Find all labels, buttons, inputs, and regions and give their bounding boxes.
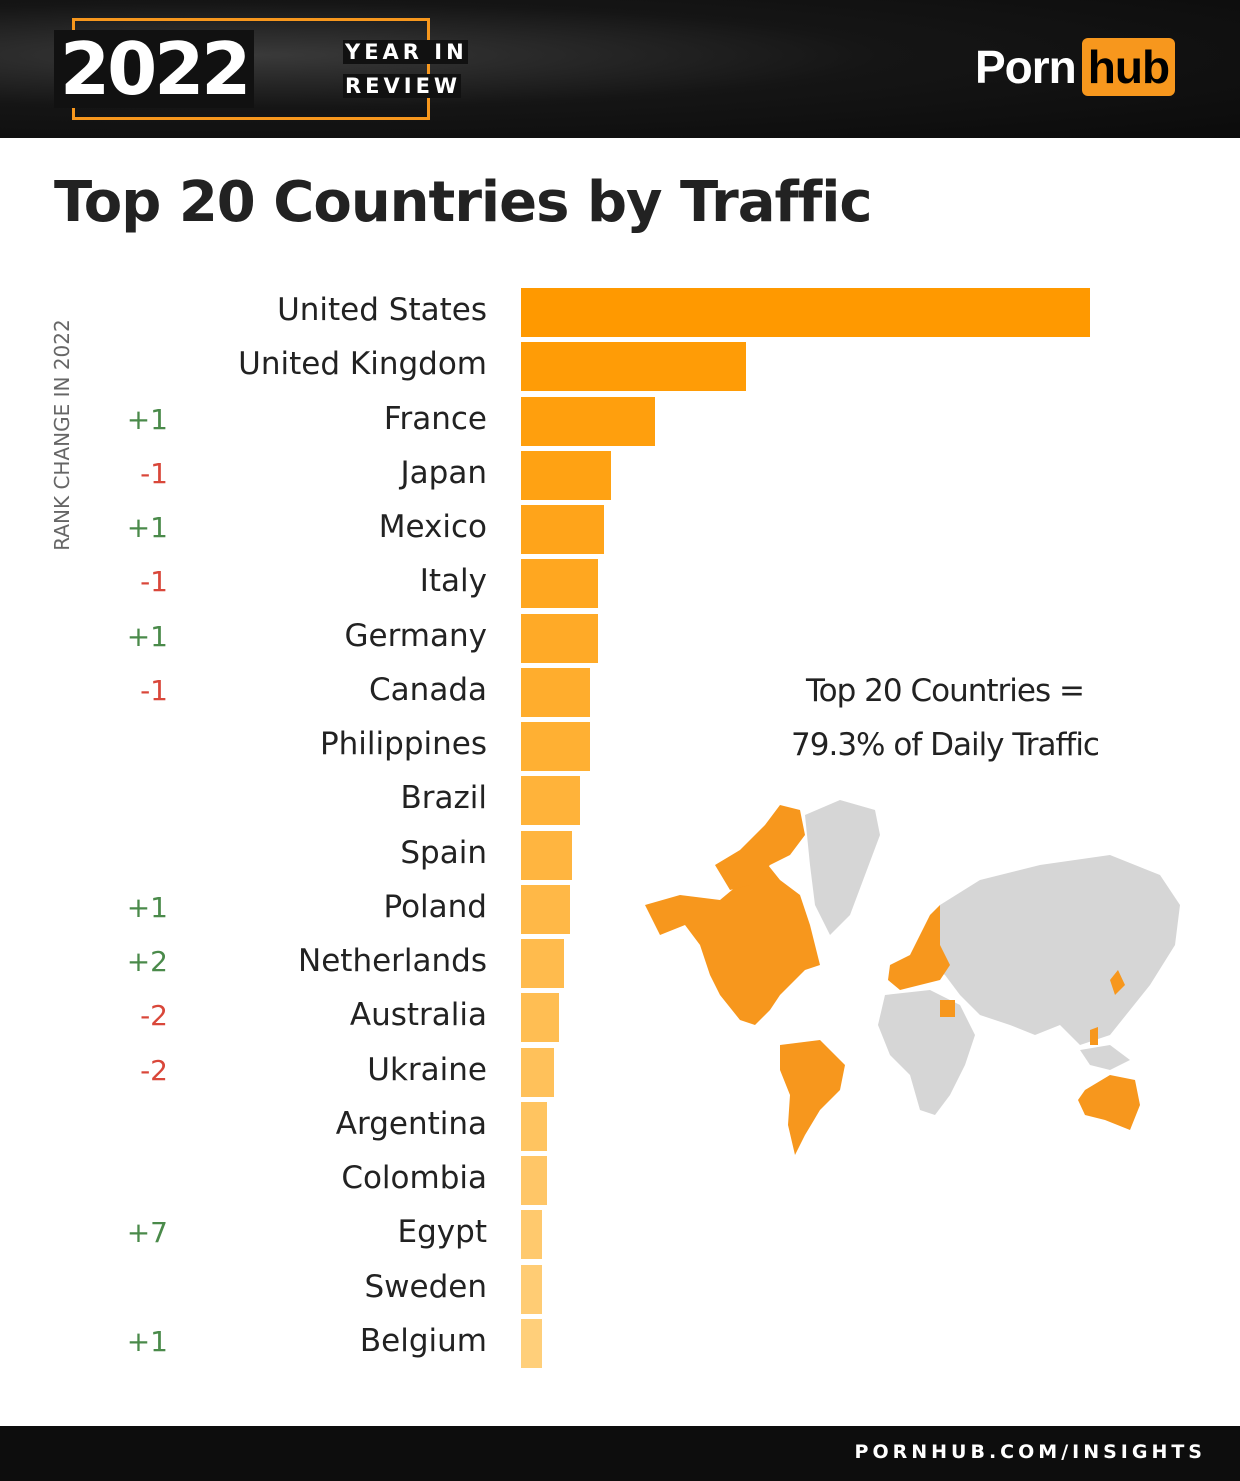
map-egypt	[940, 1000, 955, 1017]
category-label: Brazil	[400, 780, 487, 817]
category-label: Ukraine	[367, 1051, 487, 1088]
logo-badge: hub	[1081, 38, 1176, 96]
map-eurasia	[930, 855, 1180, 1045]
bar-row: Argentina	[0, 1101, 1240, 1151]
bar	[521, 505, 605, 554]
category-label: France	[383, 400, 487, 437]
bar-row: -1 Japan	[0, 450, 1240, 500]
bar	[521, 776, 581, 826]
category-label: United Kingdom	[238, 346, 487, 383]
category-label: Colombia	[341, 1160, 487, 1196]
bar	[521, 1318, 543, 1368]
footer-link[interactable]: PORNHUB.COM/INSIGHTS	[854, 1441, 1206, 1463]
bar	[521, 939, 565, 988]
bar-row: +1 Belgium	[0, 1318, 1240, 1368]
bar	[521, 1047, 554, 1097]
bar	[521, 1210, 543, 1260]
brand-logo: Porn hub	[975, 38, 1176, 96]
bar-row: Brazil	[0, 776, 1240, 826]
bar-row: Sweden	[0, 1264, 1240, 1314]
bar	[521, 830, 573, 880]
annotation-line2: 79.3% of Daily Traffic	[791, 727, 1100, 763]
rank-change: +1	[126, 890, 168, 924]
map-philippines	[1090, 1027, 1098, 1045]
year-in-review-line1: YEAR IN	[343, 40, 468, 64]
bar	[521, 722, 590, 771]
bar	[521, 1264, 543, 1314]
bar	[521, 288, 1090, 337]
bar-row: +1 France	[0, 396, 1240, 446]
map-africa	[878, 990, 975, 1115]
rank-change: +7	[126, 1216, 168, 1250]
map-canada-islands	[715, 805, 805, 890]
category-label: Netherlands	[298, 943, 487, 979]
bar-row: United Kingdom	[0, 342, 1240, 392]
footer-bar: PORNHUB.COM/INSIGHTS	[0, 1426, 1240, 1481]
bar-row: -2 Ukraine	[0, 1047, 1240, 1097]
bar	[521, 450, 611, 500]
header-banner: 2022 YEAR IN REVIEW Porn hub	[0, 0, 1240, 138]
category-label: Philippines	[319, 726, 487, 762]
map-japan	[1110, 970, 1125, 995]
category-label: United States	[277, 292, 487, 328]
bar	[521, 342, 746, 392]
bar	[521, 613, 598, 663]
bar-row: Colombia	[0, 1156, 1240, 1205]
map-north-america	[645, 855, 820, 1025]
chart-title: Top 20 Countries by Traffic	[54, 170, 873, 235]
rank-change: +1	[126, 1324, 168, 1358]
rank-change: -2	[140, 999, 168, 1033]
bar	[521, 559, 598, 609]
rank-change: -1	[140, 673, 168, 707]
rank-change: -1	[140, 565, 168, 599]
map-se-asia	[1080, 1045, 1130, 1070]
logo-text: Porn	[975, 41, 1077, 93]
category-label: Italy	[419, 563, 487, 600]
year-title: 2022	[54, 30, 255, 108]
category-label: Canada	[369, 671, 487, 708]
bar-row: +1 Mexico	[0, 505, 1240, 554]
bar-row: -1 Italy	[0, 559, 1240, 609]
rank-change: +1	[126, 402, 168, 436]
category-label: Sweden	[364, 1268, 487, 1305]
bar-row: +2 Netherlands	[0, 939, 1240, 988]
category-label: Belgium	[359, 1322, 487, 1359]
bar	[521, 884, 570, 934]
map-greenland	[805, 800, 880, 935]
map-europe	[888, 905, 950, 990]
year-in-review-line2: REVIEW	[343, 74, 462, 98]
annotation-line1: Top 20 Countries =	[806, 673, 1085, 709]
bar-row: +7 Egypt	[0, 1210, 1240, 1260]
bar-row: +1 Germany	[0, 613, 1240, 663]
category-label: Germany	[344, 617, 487, 654]
category-label: Australia	[349, 997, 487, 1034]
map-south-america	[780, 1040, 845, 1155]
bar	[521, 1156, 548, 1205]
rank-change: -2	[140, 1053, 168, 1087]
category-label: Mexico	[378, 509, 487, 545]
rank-change: +1	[126, 511, 168, 544]
rank-change: +1	[126, 619, 168, 653]
bar	[521, 993, 560, 1043]
rank-change: +2	[126, 945, 168, 978]
bar-row: +1 Poland	[0, 884, 1240, 934]
bar	[521, 1101, 548, 1151]
world-map	[645, 800, 1180, 1155]
category-label: Poland	[383, 888, 488, 925]
category-label: Spain	[400, 834, 487, 871]
map-australia	[1078, 1075, 1140, 1130]
category-label: Japan	[400, 454, 487, 491]
bar-row: -2 Australia	[0, 993, 1240, 1043]
bar-row: Spain	[0, 830, 1240, 880]
rank-change: -1	[140, 456, 168, 490]
bar-row: Philippines	[0, 722, 1240, 771]
bar	[521, 396, 656, 446]
category-label: Argentina	[335, 1105, 487, 1142]
bar-row: United States	[0, 288, 1240, 337]
bar-row: -1 Canada	[0, 667, 1240, 717]
bar	[521, 667, 590, 717]
category-label: Egypt	[397, 1214, 487, 1251]
